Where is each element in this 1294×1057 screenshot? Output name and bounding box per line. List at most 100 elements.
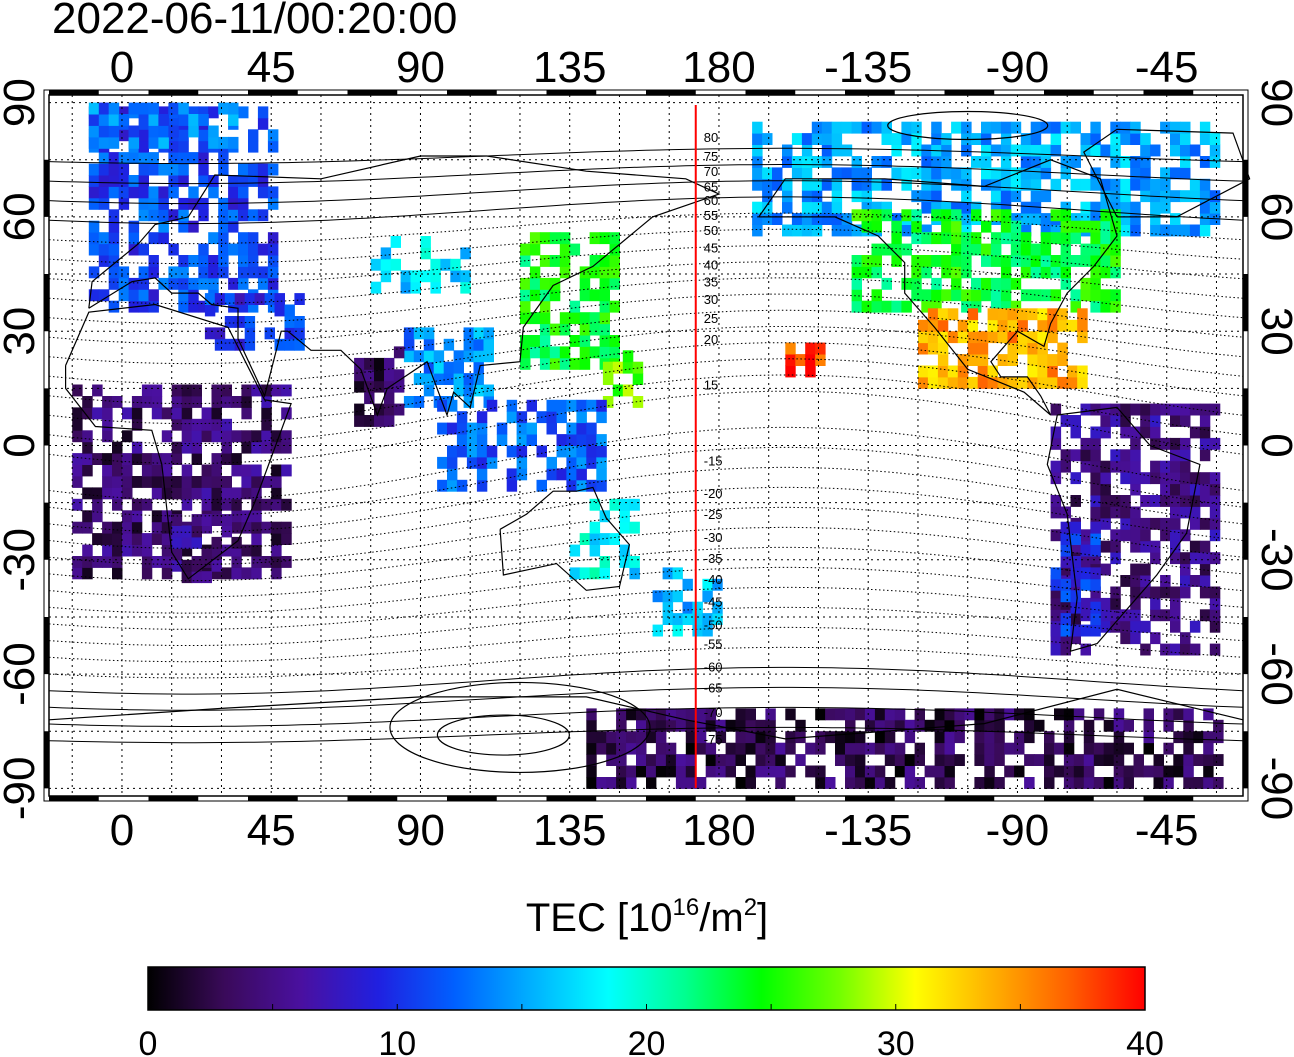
tec-cell	[881, 178, 892, 191]
tec-cell	[231, 567, 242, 580]
tec-cell	[1020, 144, 1032, 157]
tec-cell	[735, 754, 746, 766]
tec-cell	[1130, 586, 1141, 599]
tec-cell	[559, 323, 571, 336]
tec-cell	[1199, 426, 1211, 439]
tec-cell	[745, 777, 756, 789]
tec-cell	[685, 754, 697, 766]
tec-cell	[1110, 529, 1121, 542]
tec-cell	[937, 376, 949, 389]
tec-cell	[1090, 552, 1101, 565]
meridian-label: -75	[704, 732, 723, 747]
tec-cell	[122, 533, 133, 545]
tec-cell	[1014, 731, 1025, 744]
tec-cell	[891, 144, 902, 157]
tec-cell	[72, 384, 83, 397]
tec-cell	[1209, 201, 1221, 214]
tec-cell	[82, 567, 93, 580]
tec-cell	[894, 742, 906, 755]
tec-cell	[918, 376, 929, 389]
tec-cell	[967, 354, 979, 366]
tec-cell	[188, 300, 199, 313]
tec-cell	[1047, 308, 1058, 321]
tec-cell	[294, 338, 305, 351]
tec-cell	[128, 289, 140, 302]
tec-cell	[1057, 308, 1068, 321]
tec-cell	[158, 232, 169, 245]
tec-cell	[904, 754, 916, 766]
tec-cell	[171, 441, 183, 454]
tec-cell	[616, 708, 627, 721]
tec-cell	[251, 487, 262, 500]
tec-cell	[122, 476, 133, 488]
tec-cell	[191, 396, 202, 408]
tec-cell	[171, 384, 183, 397]
tec-cell	[141, 567, 153, 580]
tec-cell	[1123, 742, 1134, 755]
tec-cell	[871, 201, 882, 214]
tec-cell	[977, 342, 989, 355]
tec-cell	[1100, 243, 1111, 256]
tec-cell	[752, 201, 763, 214]
tec-cell	[1007, 319, 1018, 332]
tec-cell	[198, 209, 209, 222]
tec-cell	[1030, 133, 1042, 145]
tec-cell	[1020, 156, 1032, 168]
tec-cell	[118, 163, 130, 176]
tec-cell	[702, 613, 713, 625]
tec-cell	[1170, 415, 1181, 427]
tec-cell	[599, 255, 610, 267]
tec-cell	[874, 719, 886, 732]
tec-cell	[944, 708, 955, 721]
tec-cell	[646, 731, 657, 744]
tec-cell	[82, 521, 93, 534]
tec-cell	[463, 384, 475, 397]
tec-cell	[874, 765, 886, 778]
tec-cell	[967, 319, 979, 332]
tec-cell	[811, 178, 823, 191]
tec-cell	[1010, 178, 1022, 191]
tec-cell	[715, 719, 727, 732]
colorbar: 0 10 20 30 40	[139, 966, 1164, 1057]
tec-cell	[1199, 156, 1211, 168]
tec-cell	[520, 243, 531, 256]
tec-cell	[178, 102, 189, 115]
contour-line	[48, 147, 1244, 165]
tec-cell	[88, 232, 100, 245]
tec-cell	[599, 266, 610, 279]
tec-cell	[559, 346, 571, 359]
tec-cell	[1080, 133, 1091, 145]
tec-cell	[1050, 133, 1062, 145]
tec-cell	[238, 232, 249, 245]
map-frame	[43, 89, 1249, 802]
tec-cell	[354, 403, 365, 416]
tec-cell	[821, 201, 833, 214]
tec-cell	[712, 613, 723, 625]
tec-cell	[466, 422, 478, 435]
tec-cell	[971, 243, 982, 256]
tec-cell	[148, 300, 159, 313]
tec-cell	[599, 323, 610, 336]
tec-cell	[151, 453, 163, 465]
tec-cell	[1070, 289, 1081, 302]
tec-cell	[961, 232, 972, 245]
tec-cell	[1050, 597, 1062, 610]
tec-cell	[569, 335, 581, 347]
tec-cell	[254, 293, 266, 305]
tec-cell	[586, 708, 597, 721]
tec-cell	[1047, 331, 1058, 344]
tec-cell	[122, 521, 133, 534]
tec-cell	[191, 453, 202, 465]
tec-cell	[619, 498, 630, 511]
tec-cell	[1037, 342, 1048, 355]
tec-cell	[851, 121, 862, 134]
tec-cell	[1057, 354, 1068, 366]
tec-cell	[1120, 506, 1131, 519]
tec-cell	[1130, 403, 1141, 416]
tec-cell	[1213, 731, 1224, 744]
tec-cell	[566, 456, 577, 469]
tec-cell	[762, 190, 773, 203]
tec-cell	[281, 521, 292, 534]
tec-cell	[891, 255, 902, 267]
tec-cell	[1100, 472, 1111, 485]
